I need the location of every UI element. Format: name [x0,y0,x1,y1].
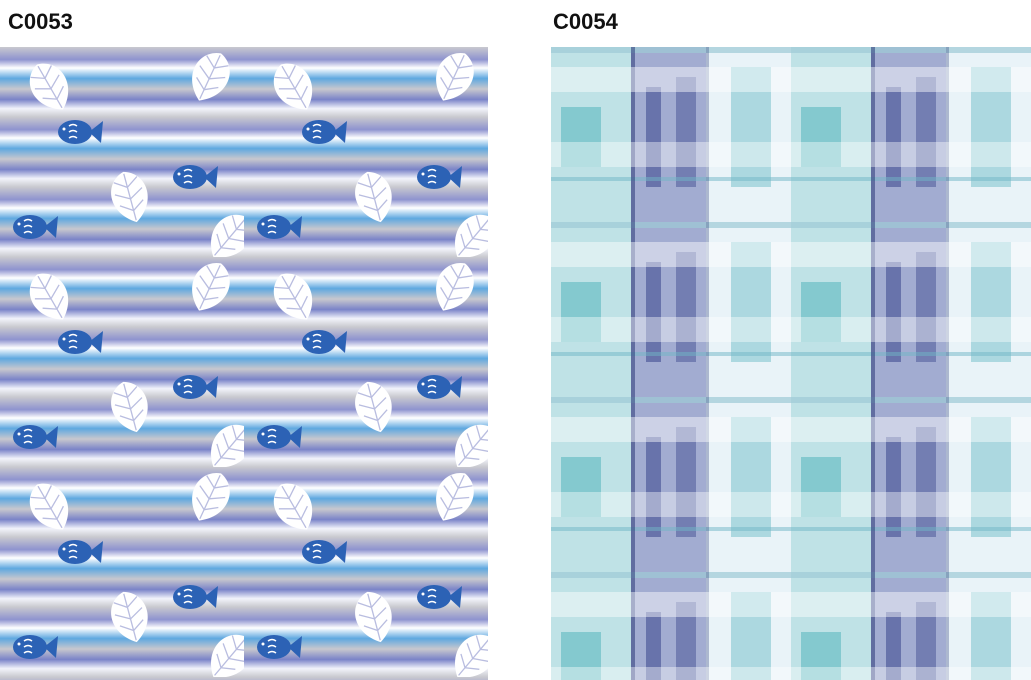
design-code: C0054 [553,9,618,34]
design-code: C0053 [8,9,73,34]
pattern-swatch[interactable] [0,47,488,680]
fish-leaf-motifs [0,47,488,680]
pattern-swatch[interactable] [551,47,1031,680]
shibori-pattern [551,47,1031,680]
